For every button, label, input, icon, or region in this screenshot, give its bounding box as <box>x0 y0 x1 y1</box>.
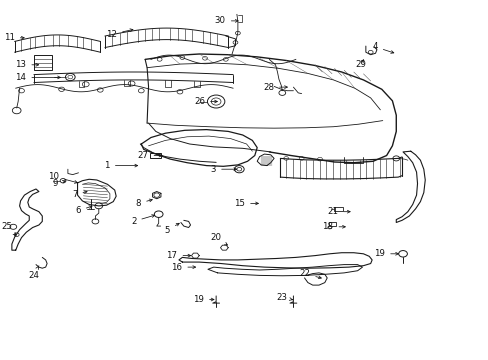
Text: 20: 20 <box>209 233 227 245</box>
Text: 1: 1 <box>104 161 138 170</box>
Text: 4: 4 <box>372 42 393 53</box>
Text: 15: 15 <box>234 199 258 208</box>
Text: 21: 21 <box>326 207 349 216</box>
Text: 30: 30 <box>214 17 238 26</box>
Text: 28: 28 <box>263 83 287 92</box>
Text: 17: 17 <box>166 251 190 260</box>
Bar <box>150 153 160 158</box>
Text: 7: 7 <box>72 190 87 199</box>
Text: 13: 13 <box>15 60 39 69</box>
Text: 27: 27 <box>137 151 162 160</box>
Text: 14: 14 <box>15 73 60 82</box>
Text: 25: 25 <box>1 222 16 235</box>
Text: 12: 12 <box>106 29 133 39</box>
Text: 10: 10 <box>48 172 77 183</box>
Text: 18: 18 <box>322 222 345 231</box>
Text: 26: 26 <box>194 97 217 106</box>
Text: 6: 6 <box>75 206 92 215</box>
Text: 19: 19 <box>373 249 398 258</box>
Bar <box>328 222 335 226</box>
Text: 8: 8 <box>136 199 152 208</box>
Text: 16: 16 <box>171 263 195 272</box>
Bar <box>34 55 52 70</box>
Text: 9: 9 <box>53 179 65 188</box>
Text: 3: 3 <box>210 165 236 174</box>
Text: 24: 24 <box>28 266 39 280</box>
Text: 29: 29 <box>354 60 365 69</box>
Text: 2: 2 <box>131 215 154 226</box>
Text: 11: 11 <box>4 33 24 42</box>
Text: 23: 23 <box>276 292 292 302</box>
Bar <box>334 207 343 211</box>
Text: 19: 19 <box>193 295 214 304</box>
Text: 5: 5 <box>164 223 179 235</box>
Text: 22: 22 <box>299 269 321 279</box>
